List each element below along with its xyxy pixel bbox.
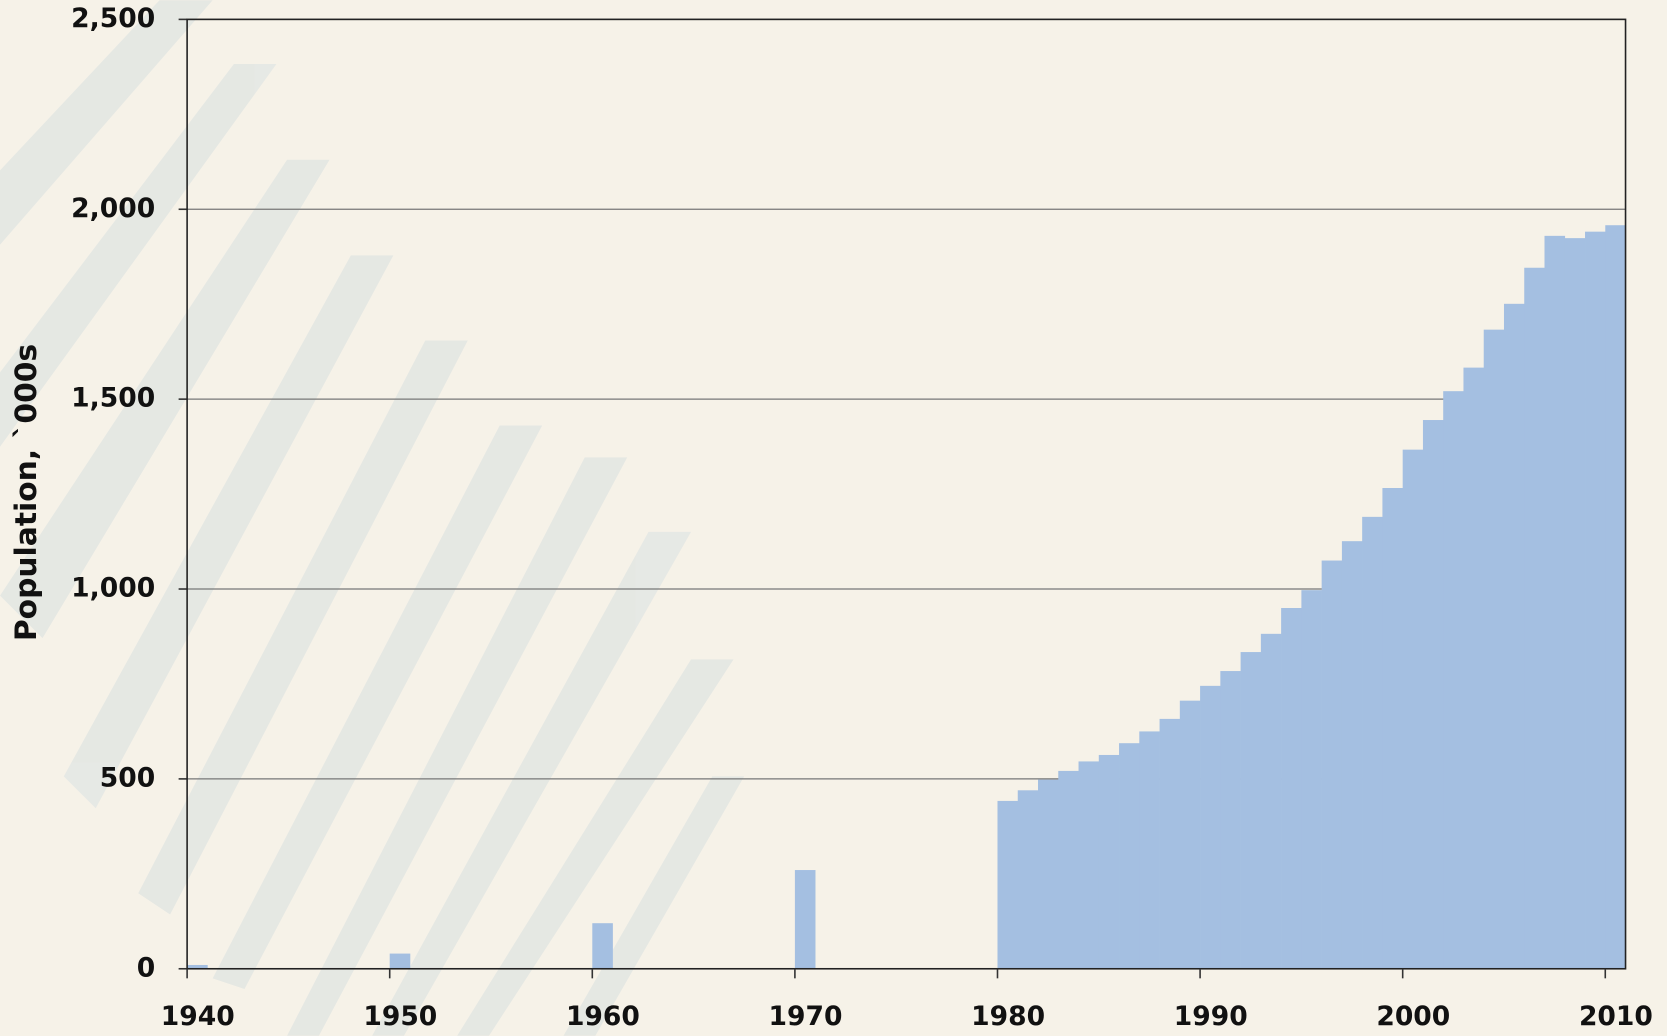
x-tick-label: 1980 xyxy=(971,1001,1045,1032)
y-tick-label: 0 xyxy=(137,952,155,983)
bar xyxy=(1281,608,1302,969)
bar xyxy=(1565,238,1586,969)
bar xyxy=(1160,719,1181,969)
bar xyxy=(1018,790,1039,968)
y-tick-label: 2,000 xyxy=(71,193,155,224)
x-tick-label: 1970 xyxy=(769,1001,843,1032)
bar xyxy=(1484,330,1505,969)
bar xyxy=(1099,755,1120,969)
bar xyxy=(1261,634,1282,969)
x-tick-label: 1950 xyxy=(363,1001,437,1032)
bar xyxy=(1504,304,1525,969)
bar xyxy=(1342,541,1363,969)
bar xyxy=(1382,488,1403,969)
y-tick-label: 500 xyxy=(100,762,155,793)
bar xyxy=(1322,561,1343,969)
bar xyxy=(1524,268,1545,969)
x-tick-label: 1990 xyxy=(1174,1001,1248,1032)
bar xyxy=(1200,686,1221,969)
bar xyxy=(1605,225,1626,969)
y-tick-label: 2,500 xyxy=(71,3,155,34)
bar xyxy=(1463,368,1484,969)
bar xyxy=(1241,652,1262,969)
bar xyxy=(1079,761,1100,968)
bar xyxy=(1058,771,1079,969)
bar xyxy=(1362,517,1383,969)
bar xyxy=(1220,671,1241,969)
bar xyxy=(1443,391,1464,969)
bar xyxy=(1119,743,1140,969)
bar xyxy=(592,923,613,969)
x-tick-label: 2010 xyxy=(1579,1001,1653,1032)
bar xyxy=(997,801,1018,969)
bar xyxy=(1139,731,1160,968)
bar xyxy=(1544,236,1565,969)
bar xyxy=(795,870,816,969)
bar xyxy=(1403,450,1424,969)
bar xyxy=(1038,780,1059,969)
y-axis-label: Population, `000s xyxy=(9,344,44,641)
y-tick-label: 1,500 xyxy=(71,383,155,414)
bar xyxy=(1585,232,1606,969)
bar xyxy=(390,954,411,969)
bar xyxy=(1423,420,1444,969)
y-tick-label: 1,000 xyxy=(71,573,155,604)
x-tick-label: 1940 xyxy=(161,1001,235,1032)
bar xyxy=(1301,590,1322,969)
x-tick-label: 2000 xyxy=(1376,1001,1450,1032)
x-tick-label: 1960 xyxy=(566,1001,640,1032)
chart: Population, `000s 0 500 1,000 1,500 2,000 2,5… xyxy=(0,0,1667,1036)
bar xyxy=(1180,701,1201,969)
